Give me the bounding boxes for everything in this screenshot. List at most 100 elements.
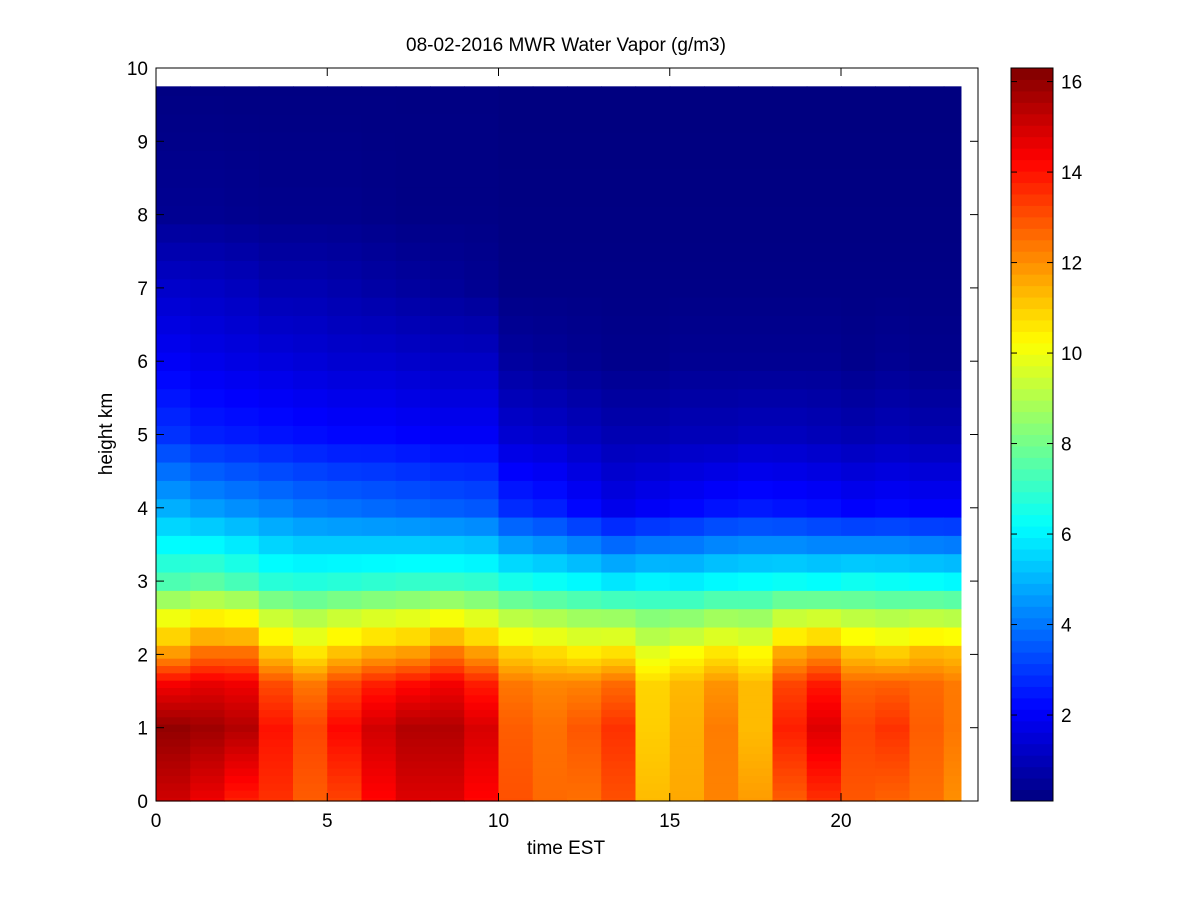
heatmap-cell [293,709,328,718]
heatmap-cell [532,168,568,188]
colorbar-band [1011,68,1053,80]
heatmap-cell [704,746,739,754]
heatmap-cell [293,333,328,353]
heatmap-cell [498,702,534,710]
heatmap-cell [909,738,945,747]
heatmap-cell [567,86,602,97]
heatmap-cell [258,187,294,207]
colorbar-band [1011,640,1053,653]
heatmap-cell [943,724,962,732]
heatmap-cell [258,590,294,610]
colorbar-ticks: 2 4 6 8 10 12 14 16 [1011,73,1083,727]
heatmap-cell [875,768,911,776]
heatmap-cell [943,738,962,747]
heatmap-cell [430,242,465,262]
colorbar-band [1011,491,1053,504]
heatmap-cell [875,95,911,115]
heatmap-cell [567,731,602,740]
heatmap-cell [224,709,260,718]
colorbar-band [1011,136,1053,149]
heatmap-cell [841,242,876,262]
heatmap-cell [258,694,294,703]
heatmap-cell [943,407,962,426]
heatmap-cell [258,443,294,463]
heatmap-cell [875,702,911,710]
heatmap-cell [875,150,911,170]
heatmap-cell [841,775,876,784]
heatmap-cell [841,260,876,280]
heatmap-cell [258,278,294,298]
heatmap-cell [430,480,465,500]
heatmap-cell [327,223,363,243]
heatmap-cell [258,425,294,445]
heatmap-cell [738,553,774,573]
heatmap-cell [772,95,808,115]
heatmap-cell [464,315,500,335]
heatmap-cell [395,242,431,262]
heatmap-cell [361,753,397,762]
heatmap-cell [395,775,431,784]
heatmap-cell [532,709,568,718]
heatmap-cell [669,150,705,170]
heatmap-cell [156,782,191,791]
heatmap-cell [738,626,774,646]
heatmap-cell [293,205,328,225]
heatmap-cell [704,665,739,674]
heatmap-cell [190,724,226,732]
heatmap-cell [327,590,363,610]
heatmap-cell [875,407,911,426]
heatmap-cell [532,443,568,463]
heatmap-cell [327,768,363,776]
heatmap-cell [875,645,911,659]
colorbar-band [1011,262,1053,275]
heatmap-cell [806,694,842,703]
heatmap-cell [704,315,739,335]
heatmap-cell [567,443,602,463]
heatmap-cell [806,150,842,170]
heatmap-cell [704,150,739,170]
heatmap-cell [156,113,191,133]
heatmap-cell [224,407,260,426]
heatmap-cell [806,205,842,225]
heatmap-cell [327,352,363,371]
heatmap-cell [772,731,808,740]
heatmap-cell [772,775,808,784]
heatmap-cell [361,709,397,718]
heatmap-cell [772,738,808,747]
heatmap-cell [156,797,191,802]
heatmap-cell [430,645,465,659]
heatmap-cell [361,480,397,500]
heatmap-cell [943,672,962,681]
heatmap-cell [669,775,705,784]
heatmap-cell [430,746,465,754]
heatmap-cell [704,461,739,481]
heatmap-cell [567,352,602,371]
heatmap-cell [361,672,397,681]
heatmap-cell [327,333,363,353]
heatmap-cell [224,746,260,754]
heatmap-cell [190,333,226,353]
colorbar-band [1011,663,1053,676]
heatmap-cell [293,746,328,754]
heatmap-cell [258,571,294,591]
heatmap-cell [361,95,397,115]
heatmap-cell [669,746,705,754]
heatmap-cell [361,333,397,353]
heatmap-cell [909,694,945,703]
heatmap-cell [258,242,294,262]
colorbar-band [1011,239,1053,252]
heatmap-cell [635,672,671,681]
heatmap-cell [464,86,500,97]
heatmap-cell [669,315,705,335]
heatmap-cell [190,425,226,445]
heatmap-cell [841,205,876,225]
heatmap-cell [875,553,911,573]
heatmap-cell [532,425,568,445]
heatmap-cell [567,333,602,353]
heatmap-cell [190,388,226,408]
heatmap-cell [258,223,294,243]
heatmap-cell [943,498,962,518]
heatmap-cell [293,370,328,390]
heatmap-cells [156,86,962,802]
heatmap-cell [738,724,774,732]
